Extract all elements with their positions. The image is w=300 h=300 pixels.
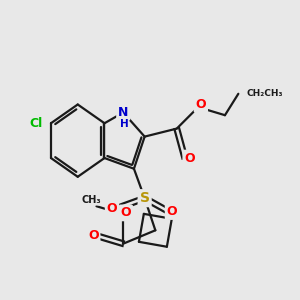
Text: Cl: Cl	[30, 117, 43, 130]
Text: O: O	[121, 206, 131, 219]
Text: CH₂CH₃: CH₂CH₃	[246, 89, 283, 98]
Text: O: O	[88, 229, 99, 242]
Text: CH₃: CH₃	[82, 194, 101, 205]
Text: S: S	[140, 191, 150, 205]
Text: O: O	[184, 152, 195, 164]
Text: O: O	[196, 98, 206, 111]
Text: O: O	[107, 202, 117, 215]
Text: N: N	[118, 106, 128, 119]
Text: O: O	[167, 205, 177, 218]
Text: H: H	[120, 119, 128, 129]
